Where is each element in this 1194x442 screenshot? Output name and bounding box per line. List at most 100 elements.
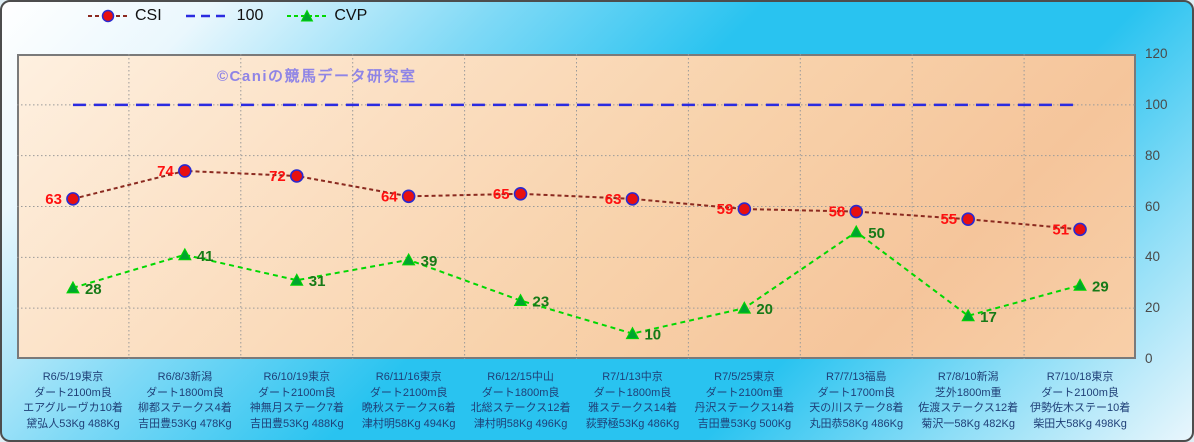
- x-label-line: 神無月ステーク7着: [249, 402, 344, 414]
- marker-CVP: [961, 308, 975, 322]
- y-axis-tick-20: 20: [1145, 300, 1161, 316]
- y-axis-tick-40: 40: [1145, 249, 1161, 265]
- x-label-line: R6/11/16東京: [375, 371, 442, 383]
- x-label-category-3: R6/10/19東京 ダート2100m良 神無月ステーク7着 吉田豊53Kg 488K…: [241, 370, 353, 432]
- x-label-line: R7/8/10新潟: [937, 371, 999, 383]
- csi-legend-marker-icon: [88, 9, 128, 23]
- data-label-CSI: 58: [829, 204, 846, 221]
- x-label-line: R7/10/18東京: [1046, 371, 1114, 383]
- x-label-line: ダート1800m良: [481, 386, 560, 399]
- x-label-line: R6/12/15中山: [487, 371, 554, 383]
- data-label-CSI: 63: [45, 191, 62, 208]
- data-label-CVP: 41: [197, 248, 214, 265]
- x-label-line: 柳都ステークス4着: [137, 402, 232, 414]
- x-label-line: 吉田豊53Kg 488Kg: [250, 417, 344, 430]
- marker-CVP: [66, 280, 80, 294]
- x-label-line: ダート2100m良: [369, 386, 448, 399]
- x-label-line: R7/5/25東京: [714, 371, 775, 383]
- data-label-CSI: 65: [493, 186, 510, 203]
- x-label-line: 菊沢一58Kg 482Kg: [921, 417, 1015, 430]
- x-label-category-9: R7/8/10新潟 芝外1800m重 佐渡ステークス12着 菊沢一58Kg 482Kg: [912, 370, 1024, 432]
- data-label-CSI: 55: [940, 211, 957, 228]
- data-label-CSI: 64: [381, 188, 398, 205]
- legend-label-csi: CSI: [135, 7, 162, 24]
- marker-CVP: [513, 293, 528, 307]
- hundred-legend-marker-icon: [185, 14, 230, 18]
- x-label-line: ダート1700m良: [817, 386, 896, 399]
- x-label-category-10: R7/10/18東京 ダート2100m良 伊勢佐木ステー10着 柴田大58Kg 498…: [1024, 370, 1136, 432]
- x-label-line: 津村明58Kg 496Kg: [473, 417, 568, 430]
- marker-CSI: [625, 192, 640, 206]
- x-label-category-8: R7/7/13福島 ダート1700m良 天の川ステーク8着 丸田恭58Kg 486Kg: [800, 370, 912, 432]
- marker-CVP: [178, 247, 192, 261]
- x-label-line: 伊勢佐木ステー10着: [1029, 402, 1131, 414]
- y-axis-tick-120: 120: [1145, 46, 1168, 61]
- x-label-line: 黛弘人53Kg 488Kg: [26, 417, 120, 430]
- series-line-CVP: [72, 230, 1081, 335]
- watermark: ©Caniの競馬データ研究室: [217, 68, 417, 85]
- marker-CVP: [625, 326, 640, 340]
- data-label-CVP: 23: [533, 294, 550, 311]
- legend-label-cvp: CVP: [334, 7, 368, 24]
- legend-label-100: 100: [236, 7, 264, 24]
- marker-CSI: [66, 192, 80, 206]
- x-label-line: ダート2100m重: [705, 386, 784, 399]
- x-label-category-7: R7/5/25東京 ダート2100m重 丹沢ステークス14着 吉田豊53Kg 500K…: [688, 370, 800, 432]
- x-label-line: ダート1800m良: [593, 386, 672, 399]
- x-label-line: ダート2100m良: [257, 386, 336, 399]
- data-label-CSI: 63: [605, 191, 622, 208]
- marker-CVP: [737, 301, 752, 314]
- x-label-line: 丹沢ステークス14着: [694, 402, 795, 414]
- x-label-line: 雅ステークス14着: [588, 402, 677, 414]
- y-axis-tick-0: 0: [1145, 351, 1153, 366]
- data-label-CVP: 31: [309, 273, 326, 290]
- data-label-CSI: 72: [269, 168, 286, 185]
- x-label-line: ダート2100m良: [1041, 386, 1119, 399]
- marker-CVP: [401, 252, 416, 266]
- data-label-CVP: 17: [980, 309, 997, 326]
- data-label-CVP: 28: [85, 281, 102, 298]
- y-axis-tick-80: 80: [1145, 147, 1161, 163]
- marker-CSI: [178, 164, 192, 178]
- x-label-line: 天の川ステーク8着: [809, 402, 904, 414]
- x-label-line: R6/10/19東京: [263, 371, 331, 383]
- x-label-line: R6/8/3新潟: [157, 371, 213, 383]
- data-label-CVP: 50: [868, 225, 885, 242]
- data-label-CVP: 20: [756, 301, 773, 318]
- marker-CVP: [289, 273, 304, 286]
- x-label-line: 荻野極53Kg 486Kg: [585, 417, 680, 430]
- marker-CVP: [849, 224, 864, 238]
- series-line-CSI: [72, 169, 1081, 231]
- x-label-line: 吉田豊53Kg 500Kg: [697, 417, 792, 430]
- data-label-CSI: 74: [157, 163, 174, 180]
- x-label-line: 津村明58Kg 494Kg: [361, 417, 456, 430]
- x-label-line: エアグルーヴカ10着: [23, 402, 123, 414]
- marker-CSI: [1073, 222, 1087, 237]
- marker-CSI: [289, 169, 304, 183]
- marker-CSI: [513, 186, 528, 201]
- legend-item-cvp: CVP: [287, 7, 367, 25]
- legend-item-100: 100: [185, 7, 264, 25]
- data-label-CVP: 29: [1092, 278, 1109, 295]
- x-label-category-1: R6/5/19東京 ダート2100m良 エアグルーヴカ10着 黛弘人53Kg 488K…: [17, 370, 129, 432]
- y-axis-tick-100: 100: [1145, 96, 1168, 112]
- x-label-line: 佐渡ステークス12着: [918, 402, 1019, 414]
- x-label-line: ダート1800m良: [146, 386, 224, 399]
- marker-CSI: [401, 189, 416, 204]
- data-label-CVP: 39: [421, 253, 438, 270]
- x-label-category-5: R6/12/15中山 ダート1800m良 北総ステークス12着 津村明58Kg 496…: [465, 370, 577, 432]
- chart-legend: CSI 100 CVP: [88, 7, 367, 25]
- data-label-CVP: 10: [644, 327, 661, 344]
- cvp-legend-marker-icon: [287, 9, 328, 22]
- x-label-line: 丸田恭58Kg 486Kg: [809, 417, 904, 430]
- x-label-line: 柴田大58Kg 498Kg: [1033, 417, 1127, 430]
- marker-CSI: [961, 212, 975, 227]
- x-label-line: ダート2100m良: [34, 386, 112, 399]
- marker-CSI: [849, 204, 864, 219]
- data-label-CSI: 59: [717, 201, 734, 218]
- legend-item-csi: CSI: [88, 7, 162, 25]
- x-label-line: R6/5/19東京: [42, 371, 104, 383]
- marker-CSI: [737, 202, 752, 216]
- x-label-line: 北総ステークス12着: [470, 402, 571, 414]
